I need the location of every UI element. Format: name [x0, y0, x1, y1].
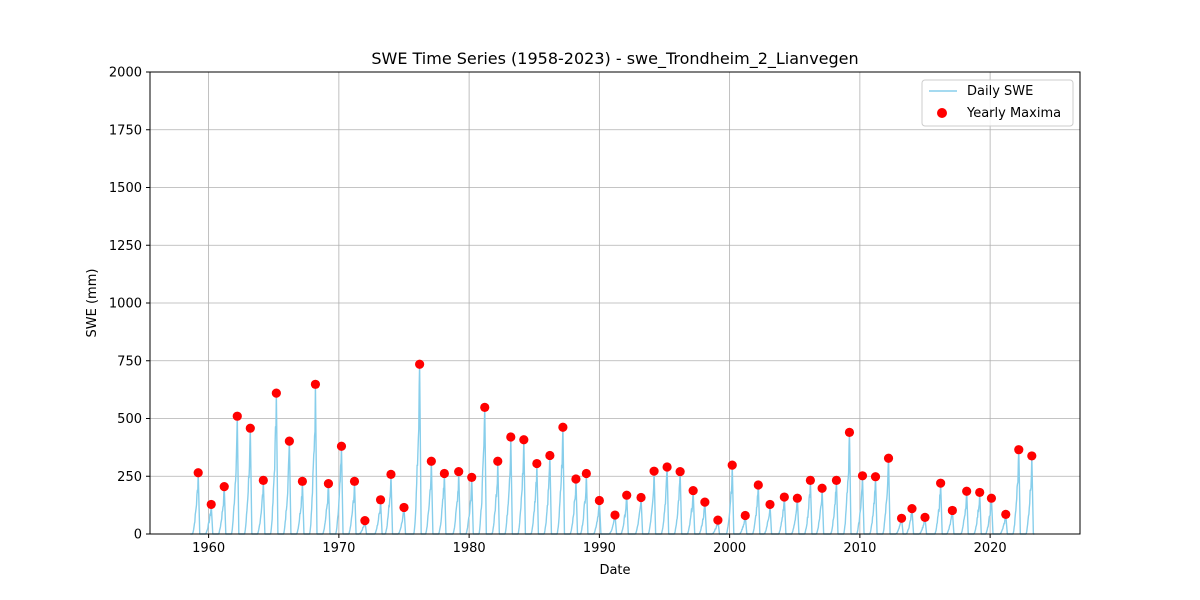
- yearly-maximum-point: [870, 472, 881, 482]
- yearly-maximum-point: [765, 499, 775, 510]
- legend-box: [921, 79, 1074, 127]
- y-tick-label: 500: [117, 412, 142, 427]
- legend-daily-swe: Daily SWE: [967, 84, 1033, 99]
- x-tick-label: 1960: [192, 541, 225, 556]
- yearly-maximum-point: [779, 492, 789, 502]
- yearly-maximum-point: [740, 510, 750, 521]
- yearly-maximum-point: [1001, 509, 1011, 519]
- legend-yearly-maxima: Yearly Maxima: [966, 106, 1061, 121]
- yearly-maximum-point: [232, 411, 242, 421]
- yearly-maximum-point: [297, 476, 307, 486]
- y-tick-label: 1750: [109, 123, 142, 138]
- yearly-maximum-point: [675, 467, 685, 477]
- x-axis-ticks: 1960 1970 1980 1990 2000 2010 2020: [192, 534, 1007, 556]
- y-axis-label: SWE (mm): [85, 269, 100, 338]
- yearly-maximum-point: [360, 516, 370, 526]
- yearly-maximum-point: [399, 502, 409, 513]
- x-tick-label: 2010: [843, 541, 876, 556]
- yearly-maximum-point: [883, 453, 894, 463]
- yearly-maximum-point: [805, 475, 815, 486]
- x-tick-label: 2000: [713, 541, 746, 556]
- yearly-maximum-point: [519, 435, 529, 445]
- x-tick-label: 1970: [322, 541, 355, 556]
- yearly-maximum-point: [688, 485, 698, 496]
- x-tick-label: 1980: [453, 541, 486, 556]
- yearly-maximum-point: [219, 482, 229, 492]
- yearly-maximum-point: [727, 460, 737, 470]
- daily-swe-series: [190, 363, 1035, 535]
- yearly-maximum-point: [506, 432, 516, 442]
- yearly-maximum-point: [349, 476, 360, 486]
- yearly-maximum-point: [907, 503, 917, 514]
- yearly-maximum-point: [480, 402, 490, 413]
- yearly-maximum-point: [375, 495, 386, 505]
- yearly-maximum-point: [636, 492, 646, 503]
- y-axis-ticks: 0 250 500 750 1000 1250 1500 1750 2000: [109, 66, 150, 543]
- y-tick-label: 1500: [109, 181, 142, 196]
- yearly-maximum-point: [545, 450, 555, 461]
- yearly-maximum-point: [532, 458, 542, 469]
- yearly-maximum-point: [947, 505, 957, 516]
- yearly-maximum-point: [962, 486, 972, 496]
- yearly-maximum-point: [975, 487, 985, 498]
- yearly-maximum-point: [258, 475, 268, 486]
- yearly-maximum-point: [831, 475, 842, 486]
- y-tick-label: 1250: [109, 239, 142, 254]
- legend: Daily SWE Yearly Maxima: [921, 79, 1074, 127]
- yearly-maximum-point: [896, 513, 907, 523]
- yearly-maximum-point: [558, 422, 568, 432]
- yearly-maximum-point: [817, 483, 827, 493]
- yearly-maximum-point: [713, 515, 723, 525]
- yearly-maxima-series: [193, 359, 1037, 526]
- yearly-maximum-point: [649, 466, 659, 476]
- yearly-maximum-point: [193, 468, 203, 478]
- y-tick-label: 750: [117, 354, 142, 369]
- yearly-maximum-point: [439, 468, 449, 479]
- daily-swe-line: [190, 363, 1035, 535]
- y-tick-label: 0: [134, 528, 142, 543]
- yearly-maximum-point: [857, 471, 868, 481]
- yearly-maximum-point: [454, 467, 464, 477]
- yearly-maximum-point: [920, 512, 930, 522]
- yearly-maximum-point: [986, 493, 997, 503]
- legend-marker-swatch: [937, 108, 947, 118]
- yearly-maximum-point: [467, 472, 477, 483]
- chart-title: SWE Time Series (1958-2023) - swe_Trondh…: [371, 49, 858, 69]
- yearly-maximum-point: [936, 478, 946, 488]
- yearly-maximum-point: [323, 479, 334, 489]
- yearly-maximum-point: [493, 456, 503, 466]
- x-axis-label: Date: [599, 563, 630, 578]
- yearly-maximum-point: [336, 441, 347, 451]
- yearly-maximum-point: [792, 493, 802, 503]
- yearly-maximum-point: [426, 456, 436, 466]
- yearly-maximum-point: [386, 469, 396, 480]
- yearly-maximum-point: [571, 474, 581, 484]
- yearly-maximum-point: [245, 423, 255, 433]
- yearly-maximum-point: [622, 490, 632, 500]
- y-tick-label: 250: [117, 470, 142, 485]
- yearly-maximum-point: [271, 388, 281, 398]
- yearly-maximum-point: [594, 495, 604, 506]
- yearly-maximum-point: [310, 379, 321, 389]
- yearly-maximum-point: [1027, 451, 1037, 461]
- yearly-maximum-point: [662, 462, 672, 472]
- y-tick-label: 2000: [109, 66, 142, 81]
- yearly-maximum-point: [753, 480, 763, 490]
- y-tick-label: 1000: [109, 297, 142, 312]
- yearly-maximum-point: [415, 359, 425, 369]
- yearly-maximum-point: [610, 510, 620, 520]
- yearly-maximum-point: [844, 427, 855, 437]
- yearly-maximum-point: [284, 436, 294, 446]
- yearly-maximum-point: [1014, 445, 1024, 455]
- yearly-maximum-point: [700, 497, 710, 507]
- x-tick-label: 2020: [974, 541, 1007, 556]
- yearly-maximum-point: [206, 499, 216, 510]
- x-tick-label: 1990: [583, 541, 616, 556]
- yearly-maximum-point: [581, 468, 591, 479]
